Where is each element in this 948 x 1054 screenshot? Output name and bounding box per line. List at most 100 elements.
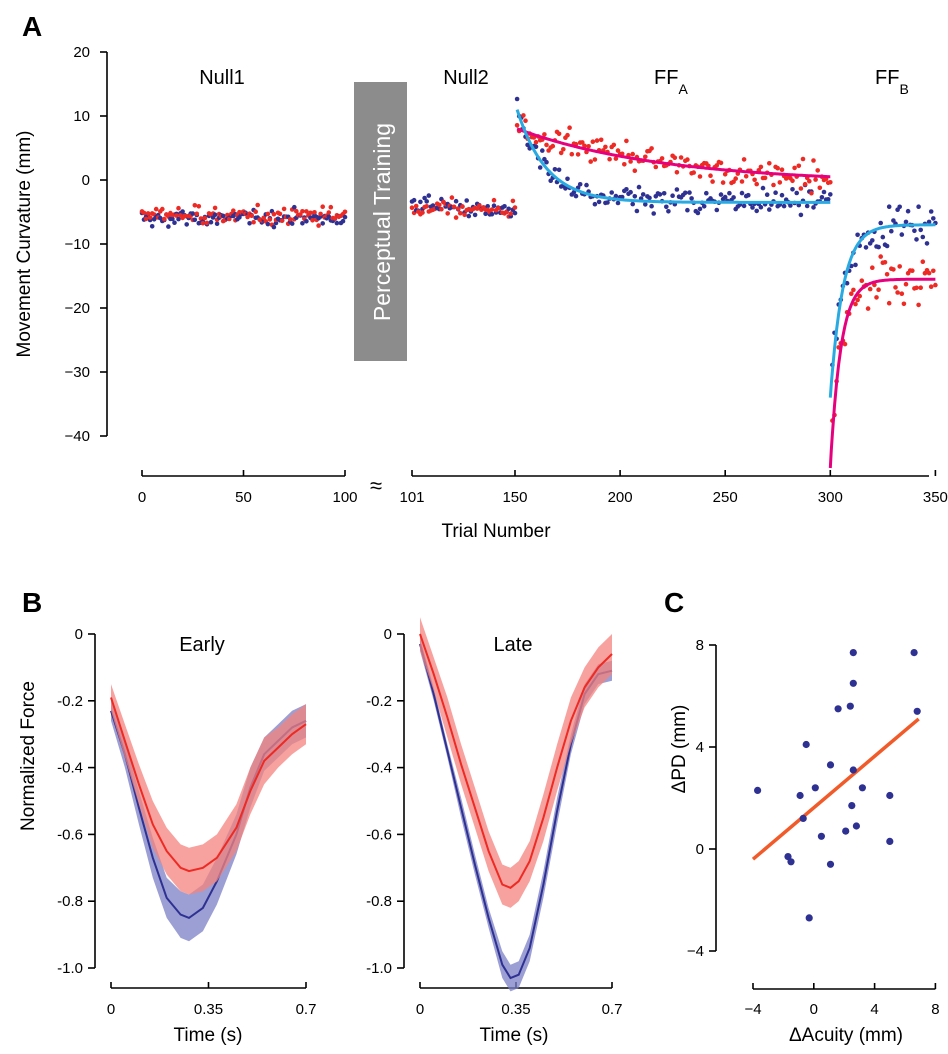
data-point-blue bbox=[889, 228, 894, 234]
data-point-red bbox=[523, 118, 528, 123]
data-point-blue bbox=[453, 198, 459, 204]
data-point-red bbox=[659, 156, 665, 161]
data-point-red bbox=[318, 211, 323, 217]
data-point-blue bbox=[821, 189, 827, 195]
data-point-red bbox=[708, 173, 713, 178]
data-point-blue bbox=[912, 228, 917, 234]
data-point bbox=[858, 784, 867, 792]
data-point-blue bbox=[247, 221, 252, 226]
data-point-blue bbox=[340, 218, 346, 224]
data-point-red bbox=[558, 150, 564, 156]
panel-c-xtick-label: 4 bbox=[870, 1001, 878, 1018]
data-point-red bbox=[567, 125, 572, 130]
panel-b-xtick-label: 0 bbox=[416, 1001, 424, 1018]
data-point-blue bbox=[615, 200, 621, 206]
data-point-red bbox=[933, 282, 938, 288]
data-point-red bbox=[815, 168, 820, 173]
data-point-blue bbox=[613, 193, 619, 199]
data-point-blue bbox=[563, 186, 568, 191]
data-point-red bbox=[267, 217, 273, 222]
panel-a-xtick-label: 0 bbox=[138, 489, 146, 506]
data-point-blue bbox=[630, 201, 635, 207]
data-point-red bbox=[569, 151, 575, 157]
data-point-blue bbox=[577, 182, 583, 187]
data-point bbox=[913, 707, 921, 715]
data-point-blue bbox=[149, 224, 155, 229]
data-point-blue bbox=[426, 193, 432, 198]
data-point-blue bbox=[418, 199, 423, 205]
panel-b-xtick-label: 0.7 bbox=[296, 1001, 317, 1018]
data-point-red bbox=[882, 260, 888, 265]
panel-b-ytick-label: -0.2 bbox=[366, 693, 392, 710]
data-point-blue bbox=[212, 212, 218, 217]
panel-a-xtick-label: 150 bbox=[502, 489, 527, 506]
data-point-blue bbox=[491, 203, 497, 208]
data-point-blue bbox=[514, 96, 520, 102]
data-point-blue bbox=[844, 280, 850, 286]
data-point-blue bbox=[926, 219, 932, 225]
data-point-blue bbox=[796, 202, 802, 208]
data-point-red bbox=[590, 139, 596, 144]
data-point-blue bbox=[192, 217, 198, 223]
data-point-blue bbox=[647, 195, 652, 201]
panel-b-ytick-label: -0.8 bbox=[366, 893, 392, 910]
data-point-blue bbox=[632, 194, 638, 199]
data-point-red bbox=[588, 159, 593, 164]
data-point-blue bbox=[918, 227, 923, 233]
data-point-red bbox=[855, 297, 860, 303]
panel-c-ytick-label: 8 bbox=[696, 637, 704, 654]
data-point-blue bbox=[746, 192, 751, 198]
data-point bbox=[805, 914, 813, 922]
data-point-blue bbox=[714, 207, 720, 213]
data-point-red bbox=[672, 155, 678, 160]
data-point-blue bbox=[683, 190, 688, 196]
data-point-red bbox=[320, 204, 326, 209]
data-point-red bbox=[916, 302, 921, 308]
data-point-red bbox=[413, 203, 419, 209]
data-point-blue bbox=[651, 211, 656, 216]
data-point-blue bbox=[320, 221, 326, 226]
data-point-red bbox=[251, 219, 256, 225]
data-point-red bbox=[271, 211, 277, 217]
data-point-blue bbox=[701, 204, 707, 209]
data-point-red bbox=[842, 341, 848, 347]
mean-line-red bbox=[110, 697, 307, 873]
data-point-red bbox=[204, 220, 210, 226]
panel-a-ytick-label: −10 bbox=[65, 236, 90, 253]
data-point-red bbox=[542, 132, 547, 137]
data-point-red bbox=[451, 204, 457, 210]
data-point-blue bbox=[767, 207, 772, 212]
data-point-blue bbox=[422, 195, 427, 201]
data-point bbox=[826, 761, 835, 769]
data-point-red bbox=[458, 210, 463, 216]
data-point-blue bbox=[300, 221, 305, 226]
data-point-red bbox=[632, 168, 638, 173]
fit-line-ffa-blue bbox=[515, 109, 831, 204]
panel-b-ytick-label: -0.4 bbox=[57, 760, 83, 777]
data-point-blue bbox=[502, 204, 507, 209]
data-point-red bbox=[792, 165, 797, 171]
data-point-blue bbox=[208, 219, 214, 225]
data-point-red bbox=[897, 264, 902, 269]
data-point-blue bbox=[512, 210, 518, 216]
data-point-blue bbox=[886, 204, 892, 209]
data-point-blue bbox=[727, 190, 732, 196]
data-point-red bbox=[586, 144, 591, 149]
data-point-red bbox=[231, 208, 236, 213]
panel-b-ytick-label: -0.2 bbox=[57, 693, 83, 710]
panel-a-xtick-label: 100 bbox=[332, 489, 357, 506]
data-point-red bbox=[628, 159, 633, 164]
panel-c-ytick-label: 4 bbox=[696, 739, 704, 756]
data-point-red bbox=[643, 154, 648, 160]
data-point-red bbox=[287, 217, 293, 222]
data-point-red bbox=[477, 203, 482, 208]
data-point-blue bbox=[790, 187, 795, 192]
data-point-blue bbox=[472, 212, 478, 218]
data-point bbox=[817, 832, 826, 840]
data-point-blue bbox=[544, 159, 549, 165]
data-point-red bbox=[192, 203, 198, 208]
data-point bbox=[846, 702, 854, 710]
data-point-red bbox=[714, 163, 720, 168]
panel-c-ylabel: ΔPD (mm) bbox=[669, 705, 690, 794]
